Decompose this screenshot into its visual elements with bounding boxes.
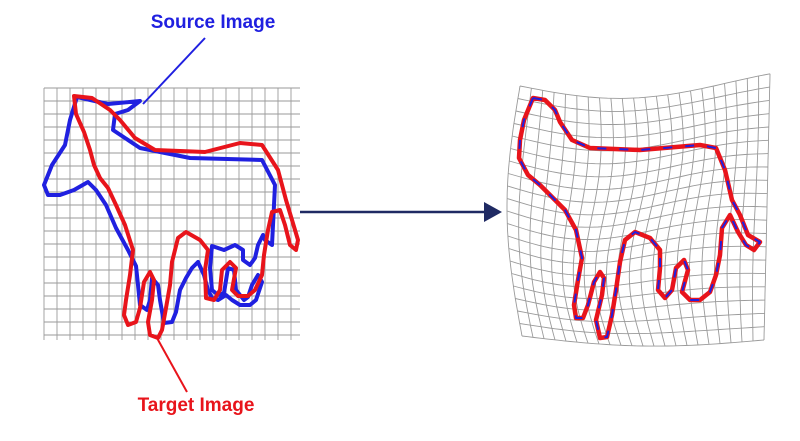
left-panel: [42, 87, 300, 340]
warped-grid-line: [513, 285, 766, 300]
warped-grid-line: [515, 298, 765, 311]
source-callout: Source Image: [142, 12, 276, 105]
target-label: Target Image: [138, 395, 255, 416]
warped-grid-line: [519, 73, 771, 99]
warped-grid-line: [701, 86, 717, 345]
warped-grid-line: [513, 113, 770, 139]
warped-grid-line: [521, 335, 765, 347]
source-outline-left: [42, 95, 277, 325]
right-panel: [506, 73, 771, 347]
target-outline-left: [72, 94, 300, 340]
warped-grid-line: [664, 92, 684, 346]
warped-grid-line: [540, 92, 556, 341]
source-outline-right: [518, 97, 761, 339]
warped-grid: [506, 73, 771, 347]
warped-grid-line: [606, 98, 626, 346]
warped-grid-line: [517, 86, 770, 112]
source-leader-line: [142, 37, 206, 105]
warped-grid-line: [508, 166, 768, 191]
warped-grid-line: [517, 310, 765, 323]
target-callout: Target Image: [138, 337, 255, 416]
warped-grid-line: [511, 272, 766, 288]
source-label: Source Image: [151, 12, 276, 33]
warped-grid-line: [510, 139, 769, 165]
transform-arrow: [300, 202, 502, 222]
target-leader-line: [156, 337, 188, 393]
warped-grid-line: [509, 153, 769, 178]
warped-grid-line: [506, 192, 768, 216]
warped-grid-line: [519, 323, 765, 335]
warped-grid-line: [506, 205, 768, 228]
warped-grid-line: [739, 78, 749, 342]
